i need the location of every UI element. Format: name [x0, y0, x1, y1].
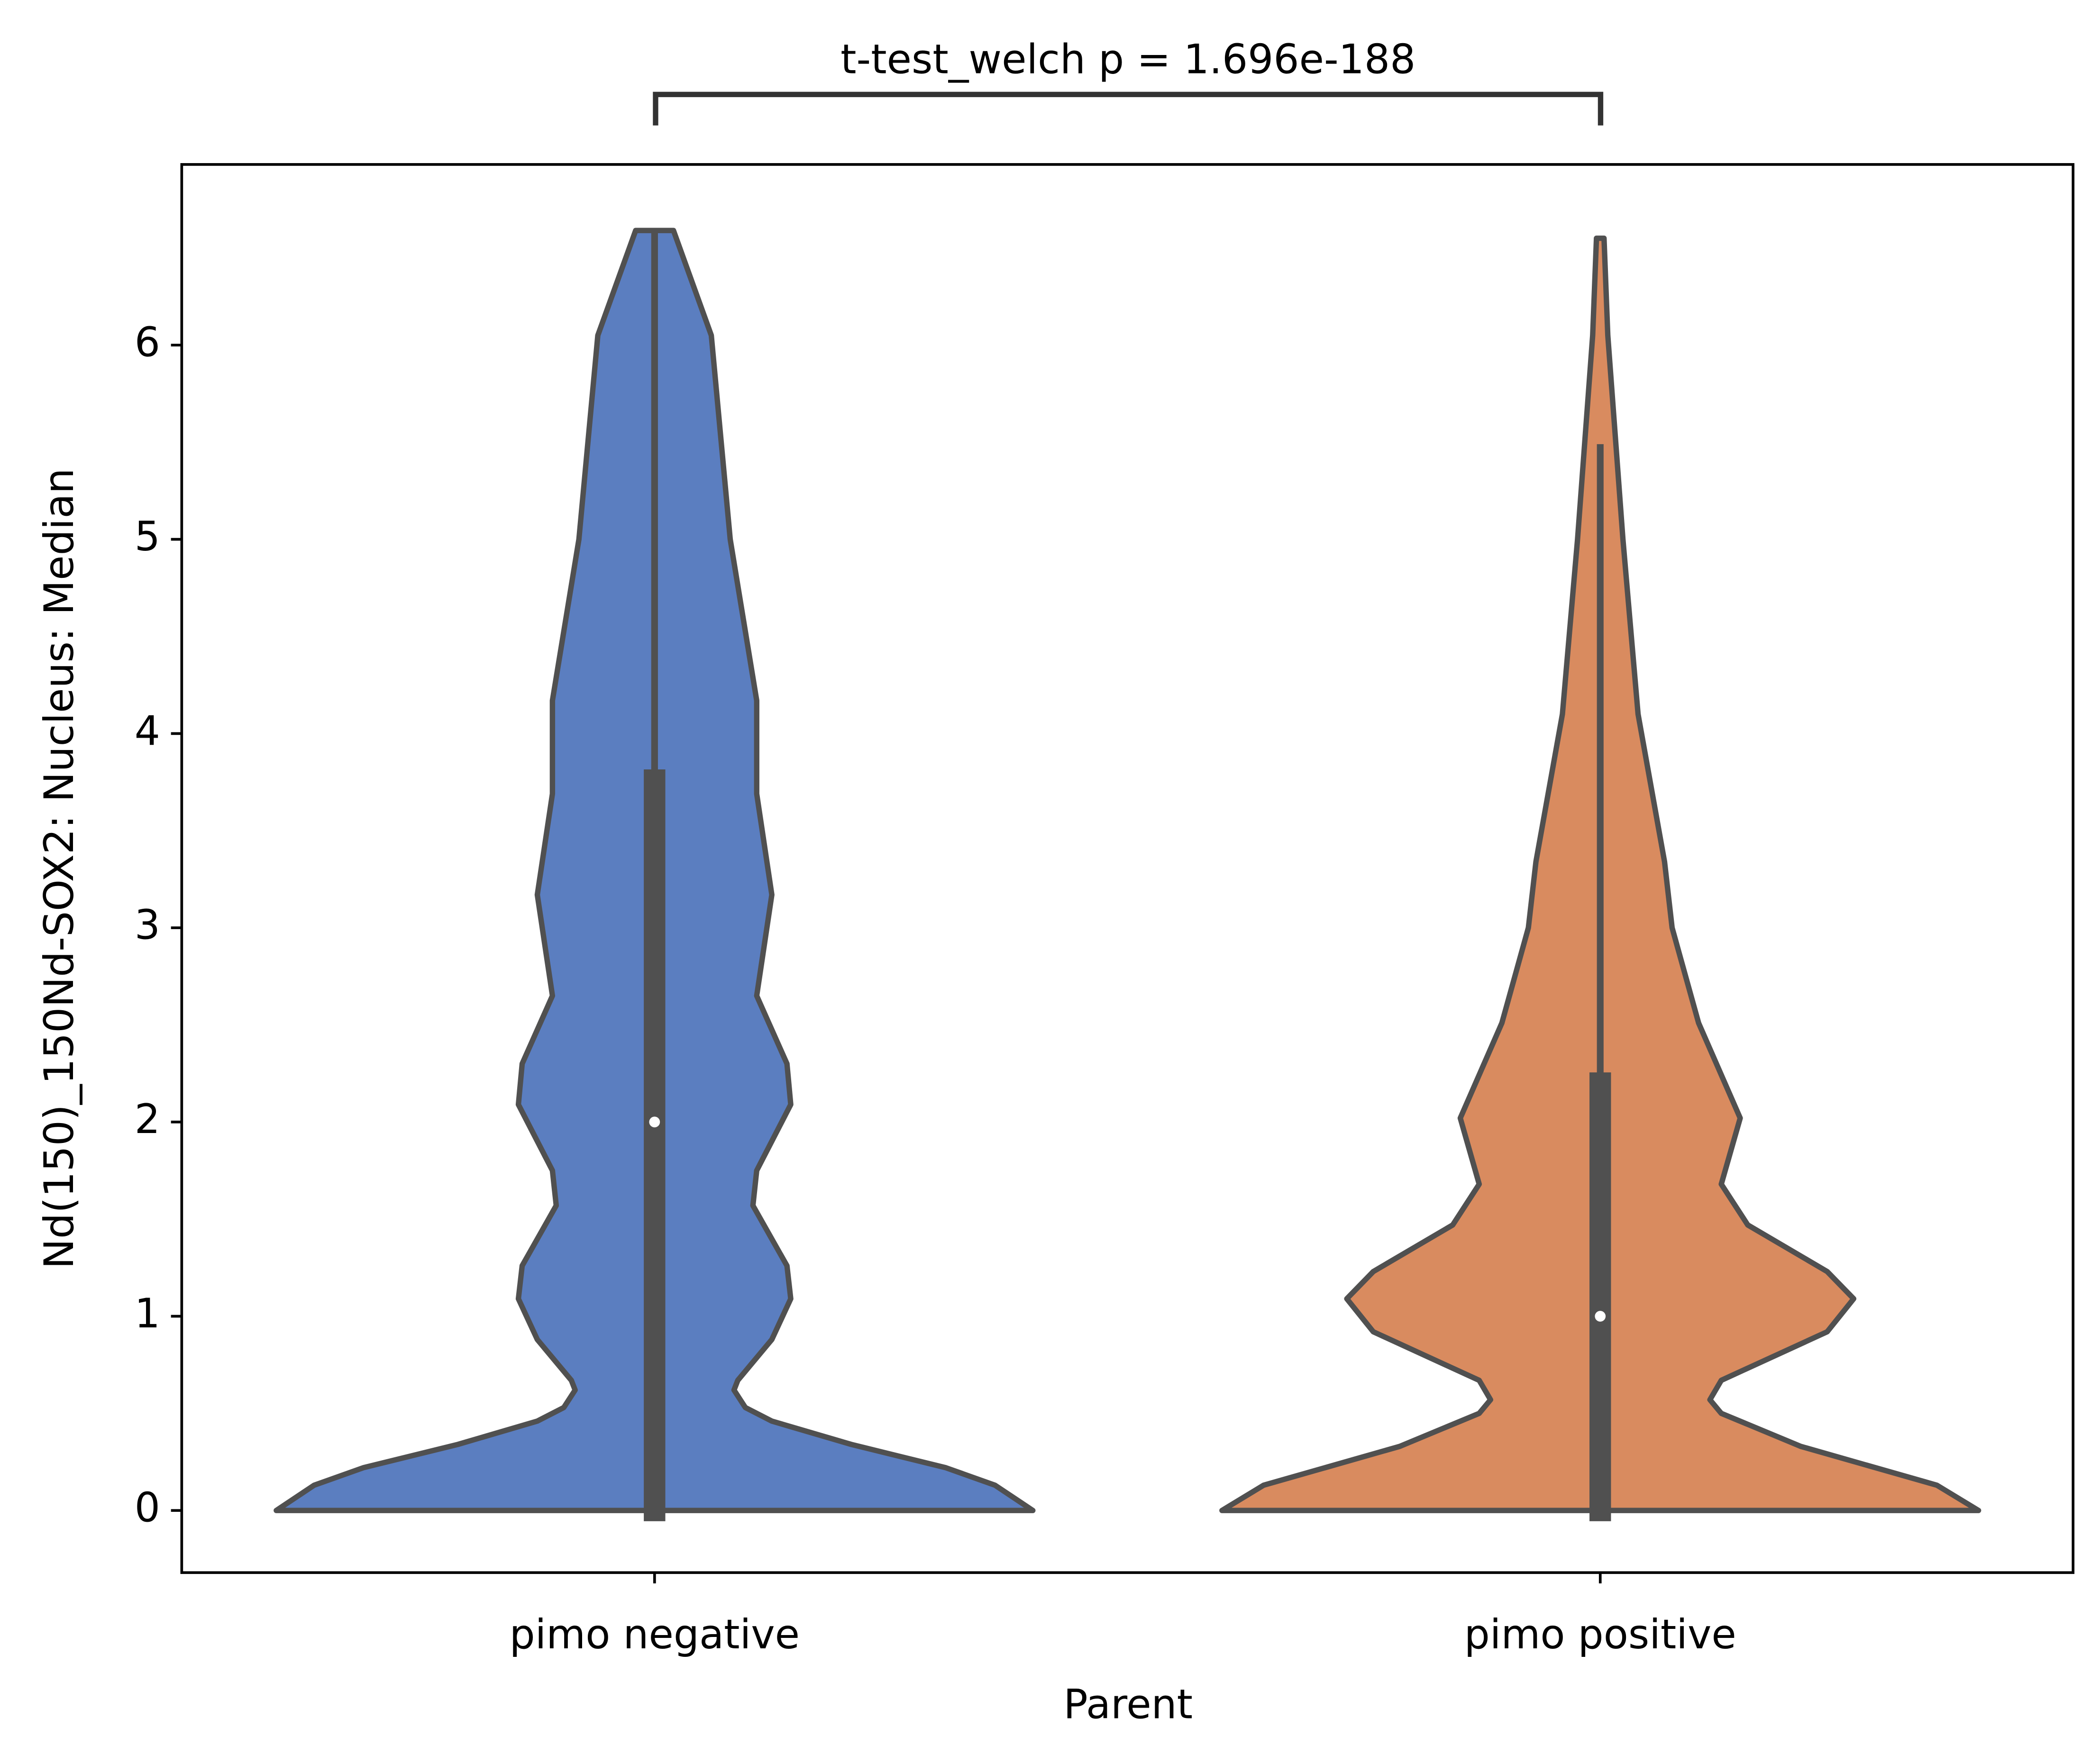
x-axis-label: Parent — [1063, 1682, 1193, 1728]
y-tick-label: 2 — [135, 1096, 160, 1143]
significance-bracket — [653, 91, 1604, 126]
y-tick-label: 3 — [135, 902, 160, 949]
plot-layer — [274, 228, 1981, 1521]
median-dot — [649, 1116, 660, 1128]
annotation: t-test_welch p = 1.696e-188 — [840, 37, 1415, 83]
y-tick-label: 0 — [135, 1485, 160, 1532]
plot-frame — [180, 163, 2075, 1574]
y-axis-label: Nd(150)_150Nd-SOX2: Nucleus: Median — [36, 468, 83, 1269]
y-tick-label: 4 — [135, 708, 160, 755]
x-tick-label: pimo negative — [510, 1611, 800, 1658]
y-tick-label: 6 — [135, 319, 160, 366]
y-tick-label: 5 — [135, 513, 160, 560]
y-tick-label: 1 — [135, 1290, 160, 1337]
median-dot — [1595, 1311, 1606, 1322]
x-tick-label: pimo positive — [1464, 1611, 1736, 1658]
